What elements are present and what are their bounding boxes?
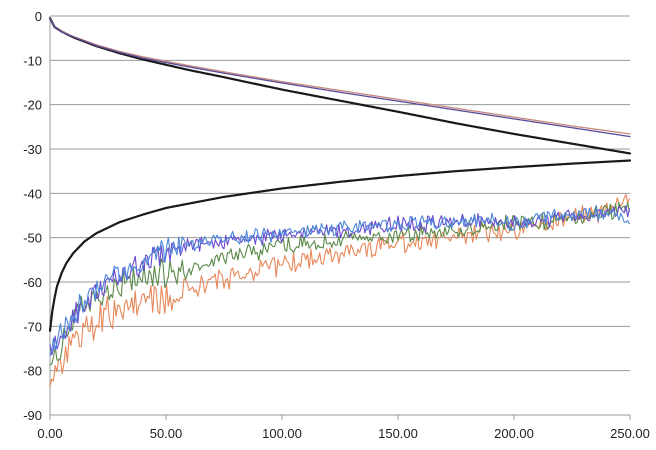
tick-labels: 0 -10 -20 -30 -40 -50 -60 -70 -80 -90 0.00 50.00 100… xyxy=(23,9,650,441)
series-lines xyxy=(48,17,632,387)
axes xyxy=(49,16,631,420)
series-line-7 xyxy=(49,205,630,356)
x-tick-label: 200.00 xyxy=(494,426,534,441)
y-tick-label: -60 xyxy=(23,275,42,290)
series-line-8 xyxy=(49,205,630,357)
y-tick-label: -40 xyxy=(23,186,42,201)
y-tick-label: -30 xyxy=(23,142,42,157)
y-tick-label: -70 xyxy=(23,319,42,334)
y-tick-label: -20 xyxy=(23,98,42,113)
series-line-3 xyxy=(49,17,631,135)
series-line-4 xyxy=(49,17,631,138)
x-tick-label: 0.00 xyxy=(37,426,62,441)
series-line-5 xyxy=(49,194,630,387)
y-tick-label: -10 xyxy=(23,53,42,68)
y-tick-label: -50 xyxy=(23,231,42,246)
y-tick-label: -80 xyxy=(23,364,42,379)
x-tick-label: 100.00 xyxy=(262,426,302,441)
series-line-2 xyxy=(48,159,632,332)
x-tick-label: 250.00 xyxy=(610,426,650,441)
x-tick-label: 50.00 xyxy=(150,426,183,441)
y-tick-label: -90 xyxy=(23,408,42,423)
series-line-1 xyxy=(48,17,632,155)
y-tick-label: 0 xyxy=(35,9,42,24)
x-tick-label: 150.00 xyxy=(378,426,418,441)
